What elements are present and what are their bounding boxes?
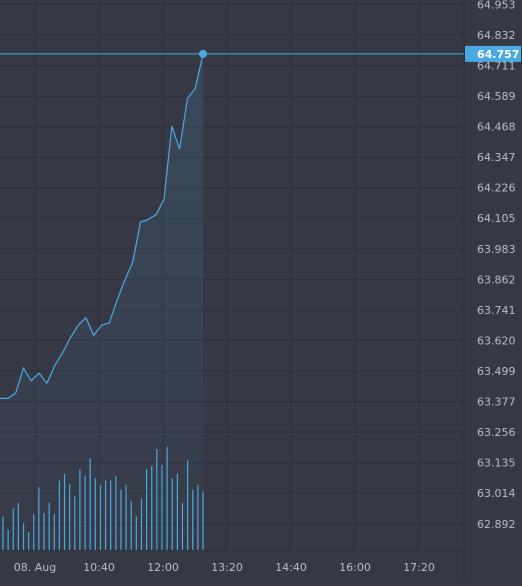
x-tick-label: 17:20 bbox=[403, 561, 435, 574]
y-tick-label: 64.589 bbox=[477, 90, 516, 103]
x-tick-label: 12:00 bbox=[147, 561, 179, 574]
x-tick-label: 10:40 bbox=[83, 561, 115, 574]
y-tick-label: 63.862 bbox=[477, 273, 516, 286]
y-tick-label: 63.135 bbox=[477, 457, 516, 470]
y-tick-label: 63.499 bbox=[477, 365, 516, 378]
y-tick-label: 63.256 bbox=[477, 426, 516, 439]
x-tick-label: 08. Aug bbox=[14, 561, 56, 574]
y-tick-label: 63.741 bbox=[477, 304, 516, 317]
y-tick-label: 63.620 bbox=[477, 334, 516, 347]
y-axis-ticks: 64.953 64.832 64.711 64.589 64.468 64.347 64.2… bbox=[477, 0, 516, 531]
y-tick-label: 64.105 bbox=[477, 212, 516, 225]
y-tick-label: 63.983 bbox=[477, 243, 516, 256]
y-tick-label: 62.892 bbox=[477, 518, 516, 531]
last-price-dot[interactable] bbox=[199, 50, 207, 58]
y-tick-label: 64.711 bbox=[477, 59, 516, 72]
last-price-marker: 64.757 bbox=[0, 46, 521, 62]
x-axis-ticks: 08. Aug 10:40 12:00 13:20 14:40 16:00 17:20 bbox=[14, 561, 435, 574]
y-tick-label: 64.468 bbox=[477, 121, 516, 134]
y-tick-label: 64.347 bbox=[477, 151, 516, 164]
y-tick-label: 64.832 bbox=[477, 29, 516, 42]
y-tick-label: 63.377 bbox=[477, 396, 516, 409]
y-tick-label: 64.953 bbox=[477, 0, 516, 12]
x-tick-label: 16:00 bbox=[339, 561, 371, 574]
x-tick-label: 13:20 bbox=[211, 561, 243, 574]
y-tick-label: 63.014 bbox=[477, 487, 516, 500]
x-tick-label: 14:40 bbox=[275, 561, 307, 574]
y-tick-label: 64.226 bbox=[477, 182, 516, 195]
